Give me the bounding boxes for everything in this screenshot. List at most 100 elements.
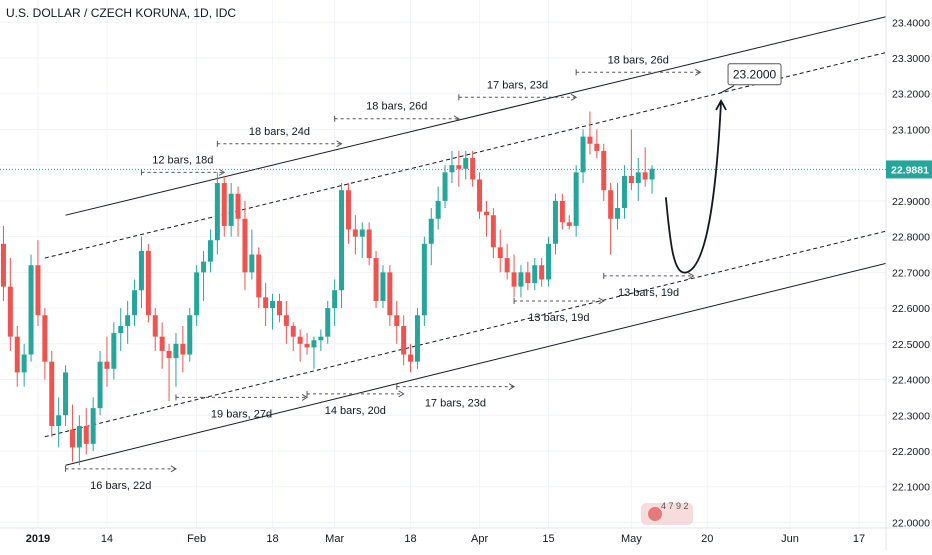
candle-body bbox=[283, 315, 289, 326]
price-tick-label: 23.1000 bbox=[892, 124, 930, 136]
price-tick-label: 22.1000 bbox=[892, 482, 930, 494]
time-tick-label: Apr bbox=[471, 533, 488, 545]
target-callout-box bbox=[727, 63, 782, 86]
measure-label: 17 bars, 23d bbox=[425, 398, 486, 410]
watermark-text: 4 7 9 2 bbox=[661, 501, 689, 511]
candle-body bbox=[628, 175, 634, 184]
candle-body bbox=[339, 190, 345, 291]
candle-body bbox=[483, 211, 489, 216]
candle-body bbox=[311, 340, 317, 348]
candle-body bbox=[56, 415, 62, 426]
candle-body bbox=[387, 272, 393, 316]
candle-body bbox=[601, 150, 607, 191]
measure-label: 18 bars, 26d bbox=[608, 54, 669, 66]
candle-body bbox=[621, 175, 627, 209]
candle-body bbox=[187, 315, 193, 355]
candle-body bbox=[166, 350, 172, 359]
candle-body bbox=[159, 336, 165, 351]
price-tick-label: 22.9000 bbox=[892, 196, 930, 208]
channel-line-dashed bbox=[44, 46, 908, 259]
candle-body bbox=[242, 218, 248, 273]
price-tick-label: 22.5000 bbox=[892, 339, 930, 351]
candle-body bbox=[21, 354, 27, 373]
candle-body bbox=[318, 336, 324, 341]
candle-body bbox=[352, 229, 358, 237]
measure-label: 17 bars, 23d bbox=[487, 79, 548, 91]
candle-body bbox=[228, 193, 234, 226]
measure-arrow bbox=[570, 93, 578, 101]
candle-body bbox=[97, 361, 103, 409]
candle-body bbox=[35, 265, 41, 316]
time-axis[interactable]: 2019 14 Feb 18 Mar 18 Apr 15 May 20 Jun 17 bbox=[26, 533, 865, 545]
candle-body bbox=[504, 258, 510, 273]
candle-body bbox=[442, 172, 448, 201]
candle-body bbox=[104, 361, 110, 369]
candle-body bbox=[497, 247, 503, 259]
candle-body bbox=[532, 265, 538, 284]
candle-body bbox=[615, 208, 621, 219]
candle-body bbox=[380, 272, 386, 301]
time-tick-label: 18 bbox=[266, 533, 278, 545]
candle-body bbox=[539, 265, 545, 280]
candle-body bbox=[7, 286, 13, 337]
measure-arrow bbox=[218, 168, 226, 176]
candle-body bbox=[470, 158, 476, 180]
candle-body bbox=[263, 297, 269, 309]
candle-body bbox=[290, 325, 296, 337]
chart-title: U.S. DOLLAR / CZECH KORUNA, 1D, IDC bbox=[6, 6, 237, 20]
candle-body bbox=[394, 315, 400, 326]
candle-body bbox=[69, 429, 75, 448]
measure-label: 16 bars, 22d bbox=[90, 480, 151, 492]
candle-body bbox=[649, 168, 655, 180]
candle-body bbox=[525, 272, 531, 284]
candle-body bbox=[594, 143, 600, 151]
candle-body bbox=[546, 243, 552, 280]
candle-body bbox=[125, 315, 131, 326]
measure-arrow bbox=[695, 68, 702, 76]
candle-body bbox=[194, 272, 200, 316]
measure-label: 12 bars, 18d bbox=[152, 154, 213, 166]
candle-body bbox=[401, 325, 407, 355]
candle-body bbox=[428, 218, 434, 244]
candle-body bbox=[366, 229, 372, 259]
price-tick-label: 22.8000 bbox=[892, 232, 930, 244]
watermark-logo: 4 7 9 2 bbox=[641, 501, 693, 525]
candle-body bbox=[270, 300, 276, 309]
price-tick-label: 23.3000 bbox=[892, 53, 930, 65]
candle-body bbox=[180, 343, 186, 355]
measure-arrow bbox=[453, 115, 460, 123]
candle-body bbox=[490, 215, 496, 248]
measure-arrow bbox=[301, 393, 309, 401]
price-tick-label: 22.0000 bbox=[892, 517, 930, 529]
measure-label: 19 bars, 27d bbox=[211, 408, 272, 420]
current-price-tag bbox=[886, 160, 932, 179]
candle-body bbox=[118, 325, 124, 334]
price-axis-background bbox=[886, 0, 932, 550]
price-axis[interactable]: 22.0000 22.1000 22.2000 22.3000 22.4000 22.50… bbox=[892, 17, 930, 529]
measure-arrow bbox=[170, 465, 177, 473]
channel-line-solid bbox=[65, 257, 908, 466]
candle-body bbox=[276, 300, 282, 316]
candle-body bbox=[332, 290, 338, 309]
projection-path: 23.2000 bbox=[664, 63, 782, 274]
channel-line-dashed bbox=[44, 225, 908, 438]
candle-body bbox=[408, 354, 414, 362]
time-tick-label: 17 bbox=[853, 533, 865, 545]
bar-measurements: 16 bars, 22d 12 bars, 18d 19 bars, 27d 18 b… bbox=[65, 54, 702, 492]
candle-body bbox=[214, 183, 220, 241]
candle-body bbox=[559, 200, 565, 223]
price-tick-label: 22.7000 bbox=[892, 267, 930, 279]
candle-body bbox=[642, 172, 648, 180]
price-tick-label: 23.2000 bbox=[892, 89, 930, 101]
candle-body bbox=[421, 243, 427, 316]
channel-lines bbox=[44, 11, 908, 466]
candle-body bbox=[14, 336, 20, 373]
candle-body bbox=[201, 261, 207, 273]
price-grid bbox=[0, 0, 886, 528]
time-tick-label: 18 bbox=[404, 533, 416, 545]
price-tick-label: 23.4000 bbox=[892, 17, 930, 29]
candle-body bbox=[83, 425, 89, 444]
price-tick-label: 22.6000 bbox=[892, 303, 930, 315]
measure-arrow bbox=[508, 383, 516, 391]
